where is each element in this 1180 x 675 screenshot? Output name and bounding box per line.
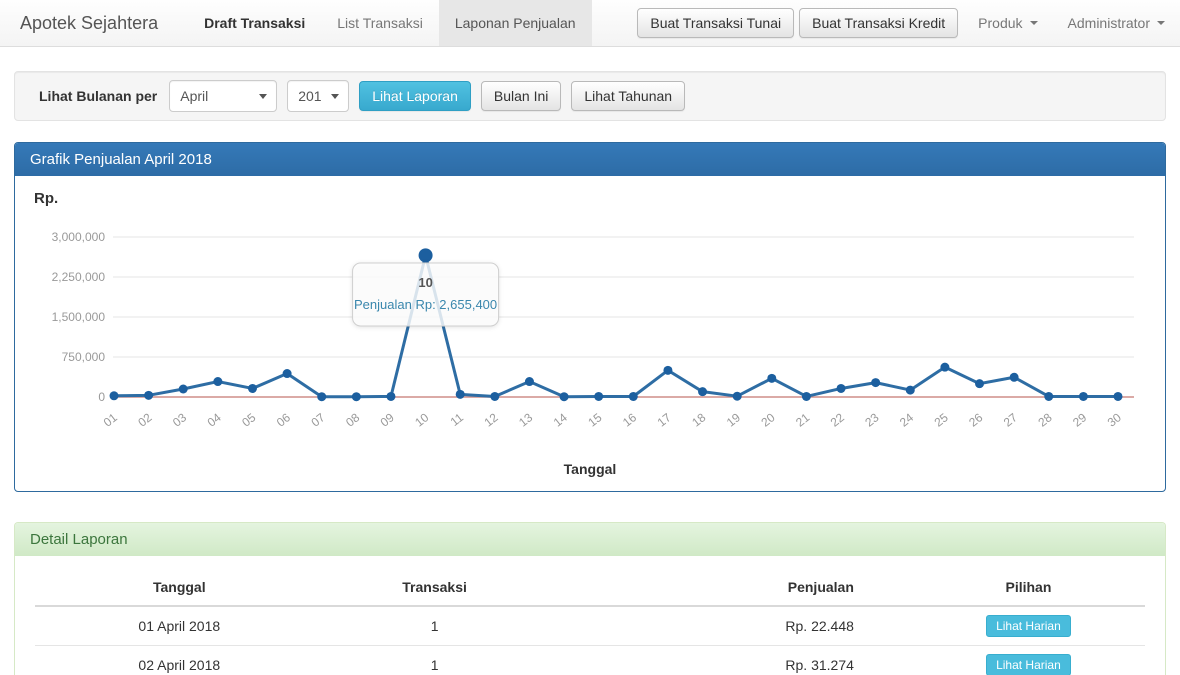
- svg-text:28: 28: [1035, 410, 1054, 429]
- lihat-laporan-button[interactable]: Lihat Laporan: [359, 81, 471, 111]
- svg-text:17: 17: [655, 410, 674, 429]
- svg-text:16: 16: [620, 410, 639, 429]
- report-filter-bar: Lihat Bulanan per April 2018 Lihat Lapor…: [14, 71, 1166, 121]
- cell-transaksi: 1: [323, 645, 546, 675]
- svg-text:10: 10: [412, 410, 431, 429]
- svg-text:27: 27: [1001, 410, 1020, 429]
- svg-text:Penjualan Rp: 2,655,400: Penjualan Rp: 2,655,400: [354, 297, 497, 312]
- svg-text:29: 29: [1070, 410, 1089, 429]
- sales-line-chart[interactable]: 0 750,000 1,500,000 2,250,000 3,000,000 01 02 0…: [15, 213, 1165, 435]
- buat-transaksi-kredit-button[interactable]: Buat Transaksi Kredit: [799, 8, 959, 38]
- svg-text:05: 05: [239, 410, 258, 429]
- detail-report-panel: Detail Laporan Tanggal Transaksi Penjual…: [14, 522, 1166, 675]
- year-select-wrapper: 2018: [287, 80, 350, 112]
- detail-panel-body: Tanggal Transaksi Penjualan Pilihan 01 A…: [15, 556, 1165, 675]
- svg-text:08: 08: [343, 410, 362, 429]
- svg-text:11: 11: [448, 410, 467, 429]
- svg-text:06: 06: [274, 410, 293, 429]
- cell-penjualan: Rp. 31.274: [545, 645, 912, 675]
- year-select[interactable]: 2018: [288, 81, 349, 111]
- detail-report-table: Tanggal Transaksi Penjualan Pilihan 01 A…: [35, 573, 1145, 675]
- svg-text:18: 18: [689, 410, 708, 429]
- svg-text:19: 19: [724, 410, 743, 429]
- app-brand[interactable]: Apotek Sejahtera: [20, 12, 159, 33]
- header-tanggal: Tanggal: [35, 573, 324, 607]
- svg-text:09: 09: [378, 410, 397, 429]
- nav-spacer: [592, 0, 638, 46]
- svg-text:01: 01: [101, 410, 120, 429]
- filter-label: Lihat Bulanan per: [39, 88, 158, 104]
- svg-text:04: 04: [205, 410, 224, 429]
- svg-text:750,000: 750,000: [62, 350, 106, 364]
- svg-text:13: 13: [516, 410, 535, 429]
- svg-text:14: 14: [551, 410, 570, 429]
- svg-text:3,000,000: 3,000,000: [52, 230, 106, 244]
- produk-dropdown-label: Produk: [978, 15, 1023, 31]
- month-select[interactable]: April: [170, 81, 277, 111]
- navbar: Apotek Sejahtera Draft Transaksi List Tr…: [0, 0, 1180, 47]
- svg-text:03: 03: [170, 410, 189, 429]
- nav-item-label: List Transaksi: [337, 15, 423, 31]
- cell-tanggal: 02 April 2018: [35, 645, 324, 675]
- bulan-ini-button[interactable]: Bulan Ini: [480, 81, 562, 111]
- buat-transaksi-tunai-button[interactable]: Buat Transaksi Tunai: [637, 8, 795, 38]
- nav-item-laporan-penjualan[interactable]: Laponan Penjualan: [438, 0, 592, 46]
- header-penjualan: Penjualan: [545, 573, 912, 607]
- y-axis-unit-label: Rp.: [34, 190, 59, 207]
- svg-text:07: 07: [308, 410, 327, 429]
- svg-text:12: 12: [482, 410, 501, 429]
- administrator-dropdown-label: Administrator: [1067, 15, 1150, 31]
- x-axis-title: Tanggal: [563, 461, 617, 477]
- administrator-dropdown[interactable]: Administrator: [1053, 0, 1180, 46]
- lihat-tahunan-button[interactable]: Lihat Tahunan: [571, 81, 686, 111]
- table-row: 01 April 2018 1 Rp. 22.448 Lihat Harian: [35, 606, 1145, 646]
- cell-transaksi: 1: [323, 606, 546, 646]
- svg-text:1,500,000: 1,500,000: [52, 310, 106, 324]
- svg-text:2,250,000: 2,250,000: [52, 270, 106, 284]
- chart-panel-title: Grafik Penjualan April 2018: [15, 143, 1165, 176]
- svg-text:02: 02: [135, 410, 154, 429]
- svg-text:23: 23: [862, 410, 881, 429]
- table-header-row: Tanggal Transaksi Penjualan Pilihan: [35, 573, 1145, 607]
- chevron-down-icon: [1157, 21, 1165, 25]
- sales-chart-panel: Grafik Penjualan April 2018 Rp. 0 750,000…: [14, 142, 1166, 492]
- svg-text:21: 21: [793, 410, 812, 429]
- svg-text:0: 0: [98, 390, 105, 404]
- cell-tanggal: 01 April 2018: [35, 606, 324, 646]
- table-row: 02 April 2018 1 Rp. 31.274 Lihat Harian: [35, 645, 1145, 675]
- nav-item-label: Draft Transaksi: [204, 15, 306, 31]
- nav-item-draft-transaksi[interactable]: Draft Transaksi: [188, 0, 321, 46]
- lihat-harian-button[interactable]: Lihat Harian: [986, 654, 1071, 675]
- svg-text:26: 26: [966, 410, 985, 429]
- svg-text:24: 24: [897, 410, 916, 429]
- chevron-down-icon: [1029, 21, 1038, 25]
- svg-text:20: 20: [758, 410, 777, 429]
- detail-panel-title: Detail Laporan: [15, 523, 1165, 556]
- svg-text:30: 30: [1105, 410, 1124, 429]
- svg-text:15: 15: [585, 410, 604, 429]
- produk-dropdown[interactable]: Produk: [963, 0, 1052, 46]
- header-transaksi: Transaksi: [323, 573, 546, 607]
- month-select-wrapper: April: [169, 80, 278, 112]
- nav-item-list-transaksi[interactable]: List Transaksi: [321, 0, 439, 46]
- svg-text:25: 25: [932, 410, 951, 429]
- header-pilihan: Pilihan: [911, 573, 1145, 607]
- lihat-harian-button[interactable]: Lihat Harian: [986, 615, 1071, 637]
- svg-text:22: 22: [828, 410, 847, 429]
- main-nav: Draft Transaksi List Transaksi Laponan P…: [188, 0, 592, 46]
- nav-item-label: Laponan Penjualan: [454, 15, 576, 31]
- chart-panel-body: Rp. 0 750,000 1,500,000 2,250,000 3,000,000 0…: [15, 176, 1165, 491]
- svg-text:10: 10: [418, 275, 432, 290]
- cell-penjualan: Rp. 22.448: [545, 606, 912, 646]
